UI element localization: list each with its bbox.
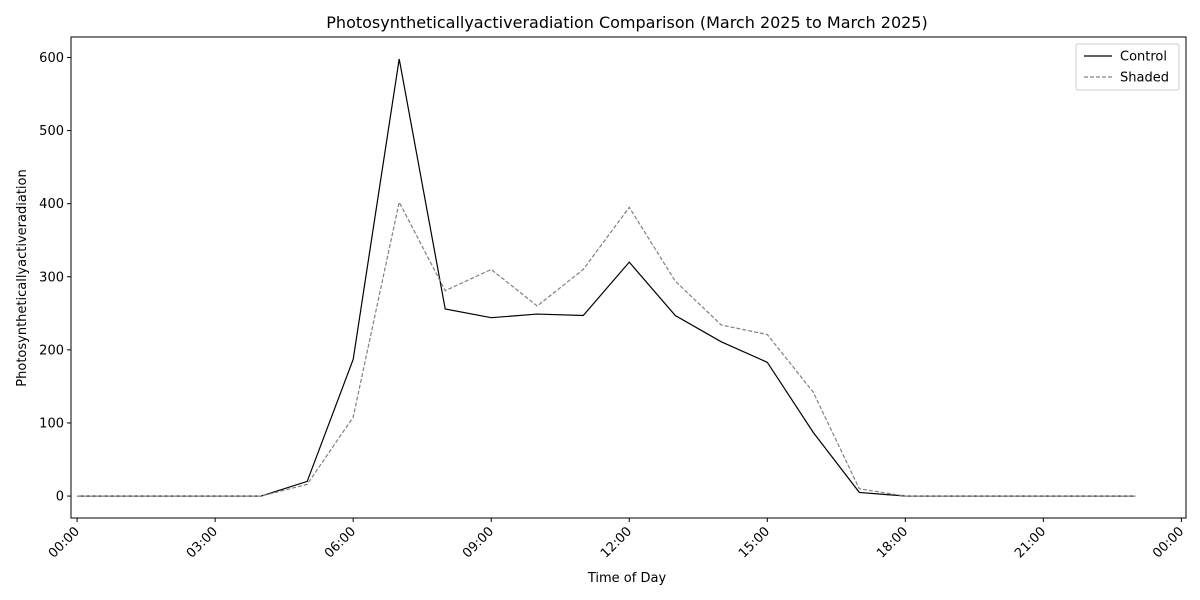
plot-frame (70, 36, 1187, 519)
x-tick-label: 12:00 (598, 524, 635, 561)
x-tick-label: 06:00 (322, 524, 359, 561)
x-tick-label: 18:00 (874, 524, 911, 561)
plot-area (70, 36, 1187, 519)
chart-title: Photosyntheticallyactiveradiation Compar… (326, 13, 927, 32)
x-tick-label: 03:00 (184, 524, 221, 561)
y-axis: 0 100 200 300 400 500 600 (39, 51, 71, 505)
x-axis-label: Time of Day (587, 571, 667, 586)
y-axis-label: Photosyntheticallyactiveradiation (15, 169, 30, 386)
x-tick-label: 00:00 (1150, 524, 1187, 561)
y-tick-label: 500 (39, 124, 64, 139)
x-tick-label: 09:00 (460, 524, 497, 561)
legend-label-control: Control (1120, 50, 1167, 65)
y-tick-label: 0 (56, 490, 64, 505)
y-tick-label: 100 (39, 416, 64, 431)
x-axis: 00:00 03:00 06:00 09:00 12:00 15:00 18:00 21:00… (46, 518, 1187, 561)
series-line-shaded (77, 200, 1136, 497)
y-tick-label: 400 (39, 197, 64, 212)
x-tick-label: 15:00 (736, 524, 773, 561)
y-tick-label: 300 (39, 270, 64, 285)
series-line-control (77, 58, 1136, 497)
legend-label-shaded: Shaded (1120, 71, 1169, 86)
legend: Control Shaded (1075, 43, 1180, 91)
y-tick-label: 600 (39, 51, 64, 66)
series-layer (77, 58, 1136, 497)
x-tick-label: 00:00 (46, 524, 83, 561)
x-tick-label: 21:00 (1012, 524, 1049, 561)
y-tick-label: 200 (39, 343, 64, 358)
